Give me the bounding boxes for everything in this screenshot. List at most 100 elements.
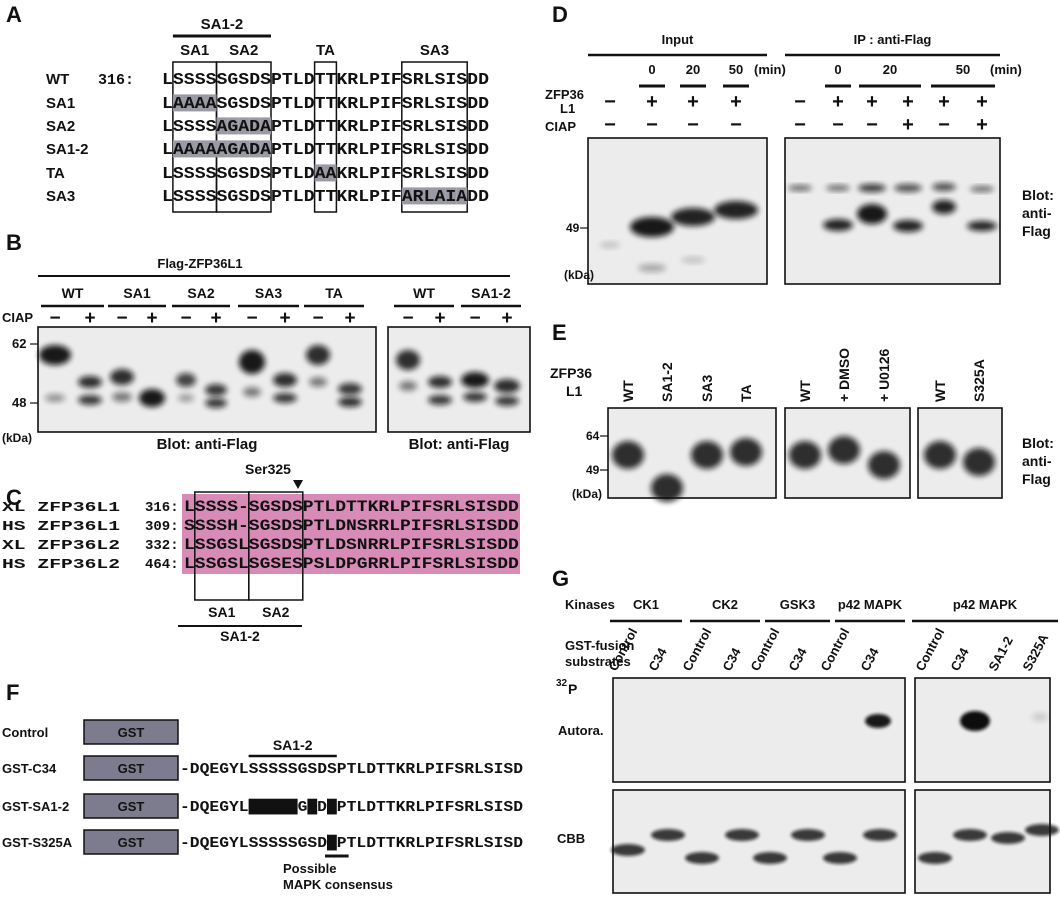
band <box>924 441 956 469</box>
sign: − <box>49 308 60 329</box>
residue-shade <box>227 140 239 158</box>
band <box>396 350 420 370</box>
band <box>139 389 165 407</box>
panel-label: C <box>6 485 22 510</box>
residue-shade <box>260 140 271 158</box>
time-label: 0 <box>834 62 841 77</box>
kinase-label: p42 MAPK <box>838 597 903 612</box>
band <box>494 379 520 393</box>
row-name: Kinases <box>565 597 615 612</box>
band <box>789 441 821 469</box>
row-name: L1 <box>560 101 575 116</box>
residues: A <box>238 141 250 160</box>
time-label: 0 <box>648 62 655 77</box>
panel-label: E <box>552 320 567 345</box>
motif-label: SA2 <box>229 42 258 59</box>
residues: L <box>162 95 173 114</box>
motif-label: TA <box>316 42 335 59</box>
kinase-label: CK2 <box>712 597 738 612</box>
sign: − <box>794 91 806 113</box>
sign: − <box>246 308 257 329</box>
sign: + <box>646 91 658 113</box>
row-name: XL ZFP36L2 <box>2 538 120 554</box>
residue-shade <box>445 187 457 205</box>
band <box>461 372 489 388</box>
blot-label: anti- <box>1022 453 1052 469</box>
panel-label: G <box>552 566 569 591</box>
sign: + <box>344 308 355 329</box>
band <box>110 369 134 385</box>
residues: AAAA <box>173 95 217 114</box>
sign: − <box>938 114 950 136</box>
band <box>918 852 952 864</box>
motif-box <box>313 61 338 213</box>
band <box>863 829 897 841</box>
sign: + <box>501 308 512 329</box>
residue-highlight <box>327 798 337 815</box>
group-label: SA1-2 <box>201 16 244 33</box>
group-label: SA1-2 <box>220 628 260 644</box>
residues: L <box>162 141 173 160</box>
time-label: 20 <box>883 62 897 77</box>
blot-label: anti- <box>1022 205 1052 221</box>
sign: − <box>730 114 742 136</box>
kinase-label: p42 MAPK <box>953 597 1018 612</box>
residues: A <box>260 141 272 160</box>
band <box>970 186 994 192</box>
band <box>243 387 261 397</box>
sign: + <box>902 114 914 136</box>
lane-label: TA <box>738 384 754 402</box>
residue-shade <box>314 164 337 182</box>
residues: LSSSS-SGSDSPTLDTTKRLPIFSRLSISDD <box>184 498 519 516</box>
group-label: WT <box>62 285 84 301</box>
residue-highlight <box>307 798 318 815</box>
blot-title: IP : anti-Flag <box>854 32 932 47</box>
band <box>78 376 102 388</box>
sign: − <box>604 91 616 113</box>
size-marker: 48 <box>12 395 26 410</box>
gel <box>914 677 1051 783</box>
unit: (min) <box>990 62 1022 77</box>
size-marker: 64 <box>586 429 600 443</box>
band <box>963 448 995 476</box>
band <box>791 829 825 841</box>
blot-label: Blot: anti-Flag <box>409 436 510 453</box>
residue-shade <box>412 187 435 205</box>
blot-label: Flag <box>1022 471 1051 487</box>
residues: A <box>217 118 229 137</box>
residues: -DQEGYLSSSSSGSD <box>180 835 327 852</box>
residues: A <box>238 118 250 137</box>
residue-shade <box>249 117 261 135</box>
sign: − <box>180 308 191 329</box>
residue-shade <box>227 117 239 135</box>
row-name: SA1 <box>46 95 75 112</box>
start-position: 316: <box>98 72 134 89</box>
row-name: GST-S325A <box>2 835 73 850</box>
row-name: HS ZFP36L2 <box>2 557 120 573</box>
motif-label: SA1 <box>208 604 235 620</box>
residues: DD <box>467 188 489 207</box>
start-position: 332: <box>145 538 179 554</box>
sign: + <box>434 308 445 329</box>
blot-label: Blot: anti-Flag <box>157 436 258 453</box>
alignment-shade <box>182 494 520 574</box>
group-label: SA1-2 <box>471 285 511 301</box>
residues: A <box>456 188 468 207</box>
band <box>671 208 715 226</box>
sign: + <box>832 91 844 113</box>
residues: LSSSSSGSDSPTLD <box>162 165 315 184</box>
panel-label: F <box>6 680 19 705</box>
band <box>495 396 519 406</box>
band <box>894 184 922 192</box>
row-name: GST-SA1-2 <box>2 799 69 814</box>
row-name: CIAP <box>545 119 576 134</box>
gst-box <box>83 829 179 855</box>
band <box>239 350 265 374</box>
band <box>960 711 990 731</box>
size-marker: 62 <box>12 336 26 351</box>
band <box>967 221 997 231</box>
gst-box <box>83 719 179 745</box>
row-name: WT <box>46 71 69 88</box>
motif-label: SA2 <box>262 604 289 620</box>
